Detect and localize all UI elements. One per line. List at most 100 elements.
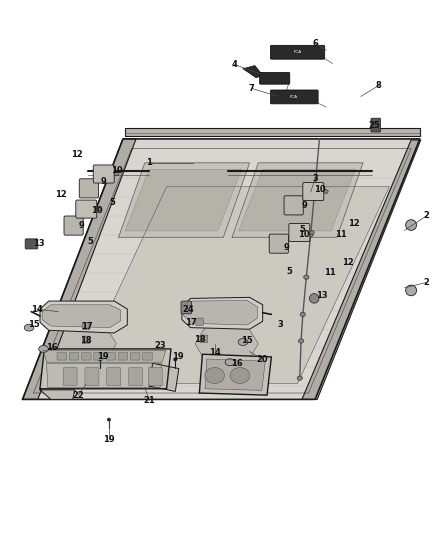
Text: 3: 3 [312,174,318,183]
Text: 14: 14 [209,348,220,357]
Polygon shape [119,163,250,237]
Polygon shape [125,169,242,231]
Ellipse shape [298,339,304,343]
FancyBboxPatch shape [260,72,290,84]
FancyBboxPatch shape [107,368,121,385]
Ellipse shape [310,231,314,235]
Text: 9: 9 [78,221,85,230]
FancyBboxPatch shape [118,353,128,360]
Text: 2: 2 [424,212,429,221]
Ellipse shape [406,220,417,230]
Ellipse shape [308,232,313,237]
Polygon shape [40,390,75,399]
FancyBboxPatch shape [25,239,38,249]
Polygon shape [42,305,121,328]
Text: 13: 13 [33,239,45,248]
Text: 22: 22 [73,391,84,400]
Polygon shape [75,187,389,383]
Ellipse shape [312,184,318,189]
FancyBboxPatch shape [131,353,140,360]
FancyBboxPatch shape [143,353,152,360]
Text: 19: 19 [103,435,115,444]
Text: 10: 10 [314,185,325,194]
FancyBboxPatch shape [64,216,83,235]
Text: 15: 15 [241,336,253,345]
Ellipse shape [225,359,235,366]
Polygon shape [205,359,265,390]
Polygon shape [149,364,179,391]
Polygon shape [243,66,263,78]
Polygon shape [40,301,127,333]
FancyBboxPatch shape [63,368,77,385]
FancyBboxPatch shape [303,182,324,200]
Text: 24: 24 [183,304,194,313]
Text: 12: 12 [55,190,67,199]
Text: 18: 18 [194,335,205,344]
Polygon shape [302,140,421,399]
FancyBboxPatch shape [57,353,67,360]
FancyBboxPatch shape [79,179,99,198]
Polygon shape [195,320,258,370]
Text: 18: 18 [80,336,92,345]
Text: 6: 6 [312,39,318,48]
Polygon shape [125,128,420,136]
Text: FCA: FCA [290,95,298,99]
Text: 17: 17 [81,321,93,330]
Text: 5: 5 [87,237,93,246]
Polygon shape [239,169,355,231]
Text: 5: 5 [299,225,305,234]
Ellipse shape [297,376,302,380]
Text: 14: 14 [31,304,42,313]
Ellipse shape [97,207,101,211]
Text: 19: 19 [97,352,109,361]
Text: FCA: FCA [293,50,302,54]
Polygon shape [40,349,171,389]
Text: 13: 13 [316,291,328,300]
Text: 11: 11 [325,269,336,277]
Ellipse shape [24,324,34,331]
Ellipse shape [304,275,309,279]
Polygon shape [22,139,136,399]
FancyBboxPatch shape [271,45,325,59]
Polygon shape [46,364,161,387]
Text: 4: 4 [231,60,237,69]
Text: 10: 10 [110,166,122,175]
Text: 5: 5 [286,268,292,276]
Text: 9: 9 [301,201,307,210]
Ellipse shape [107,418,111,421]
Text: 3: 3 [277,320,283,329]
Text: 17: 17 [185,318,196,327]
Text: 21: 21 [143,396,155,405]
FancyBboxPatch shape [196,318,203,326]
Text: 16: 16 [230,359,242,368]
Text: 15: 15 [28,320,39,329]
FancyBboxPatch shape [284,196,303,215]
Ellipse shape [230,368,250,383]
Text: 20: 20 [257,355,268,364]
Text: 5: 5 [109,198,115,207]
Ellipse shape [406,285,417,296]
Polygon shape [182,297,263,329]
Polygon shape [22,139,420,399]
Ellipse shape [39,345,48,352]
Text: 10: 10 [91,206,102,215]
Text: 25: 25 [368,121,380,130]
FancyBboxPatch shape [82,322,90,330]
FancyBboxPatch shape [106,353,116,360]
Text: 1: 1 [146,158,152,167]
FancyBboxPatch shape [93,165,114,183]
FancyBboxPatch shape [82,336,90,344]
Text: 12: 12 [342,258,353,266]
Ellipse shape [114,172,119,176]
Text: 12: 12 [71,150,83,159]
FancyBboxPatch shape [76,200,97,218]
Text: 19: 19 [172,352,184,361]
FancyBboxPatch shape [148,368,162,385]
Ellipse shape [324,190,328,193]
Polygon shape [43,351,166,362]
Text: 11: 11 [336,230,347,239]
Text: 9: 9 [100,177,106,186]
Text: 12: 12 [349,220,360,229]
Polygon shape [232,163,363,237]
Ellipse shape [309,294,319,303]
